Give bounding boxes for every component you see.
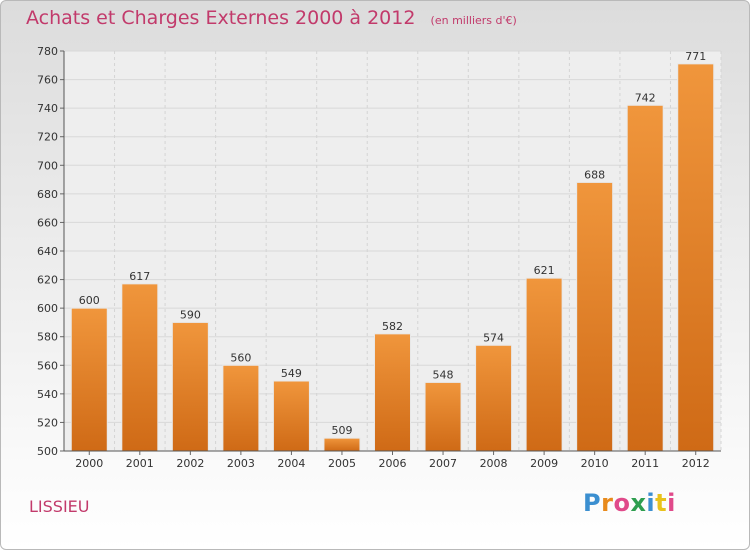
chart-unit: (en milliers d'€) <box>430 14 517 27</box>
logo-letter: o <box>613 489 631 517</box>
logo-letter: t <box>655 489 668 517</box>
y-tick-label: 760 <box>37 74 58 87</box>
y-tick-label: 700 <box>37 159 58 172</box>
y-tick-label: 680 <box>37 188 58 201</box>
y-tick-label: 720 <box>37 131 58 144</box>
axes: 500 520 540 560 580 600 620 640 660 680 700 720 740 7… <box>37 45 721 470</box>
value-label: 509 <box>331 424 352 437</box>
x-tick-label: 2011 <box>631 457 659 470</box>
x-tick-label: 2005 <box>328 457 356 470</box>
bar-2001 <box>121 283 159 452</box>
bar-2002 <box>171 321 209 452</box>
value-label: 621 <box>534 264 555 277</box>
logo-letter: x <box>630 489 647 517</box>
bar-2010 <box>576 181 614 452</box>
y-tick-label: 500 <box>37 445 58 458</box>
bar-2008 <box>475 344 513 452</box>
logo-letter: r <box>601 489 614 517</box>
value-label: 617 <box>129 270 150 283</box>
bar-2011 <box>626 104 664 452</box>
value-label: 560 <box>230 351 251 364</box>
logo-letter: i <box>646 489 656 517</box>
proxiti-logo: Proxiti <box>583 489 676 517</box>
value-label: 771 <box>685 50 706 63</box>
bar-2003 <box>222 364 260 452</box>
y-tick-label: 640 <box>37 245 58 258</box>
y-tick-label: 780 <box>37 45 58 58</box>
bar-2004 <box>272 380 310 452</box>
value-label: 688 <box>584 168 605 181</box>
x-tick-label: 2001 <box>126 457 154 470</box>
bar-2012 <box>677 63 715 452</box>
value-label: 600 <box>79 294 100 307</box>
x-tick-label: 2008 <box>480 457 508 470</box>
value-label: 548 <box>433 368 454 381</box>
x-tick-label: 2000 <box>75 457 103 470</box>
y-tick-label: 540 <box>37 388 58 401</box>
x-tick-label: 2012 <box>682 457 710 470</box>
value-label: 574 <box>483 331 504 344</box>
y-tick-label: 600 <box>37 302 58 315</box>
x-tick-label: 2003 <box>227 457 255 470</box>
value-label: 590 <box>180 308 201 321</box>
bar-2009 <box>525 277 563 452</box>
value-label: 742 <box>635 91 656 104</box>
y-tick-label: 620 <box>37 274 58 287</box>
y-tick-label: 660 <box>37 216 58 229</box>
x-tick-label: 2004 <box>277 457 305 470</box>
commune-name: LISSIEU <box>29 497 90 516</box>
y-tick-label: 580 <box>37 331 58 344</box>
y-tick-label: 560 <box>37 359 58 372</box>
y-tick-label: 520 <box>37 416 58 429</box>
value-label: 549 <box>281 367 302 380</box>
bar-2005 <box>323 437 361 452</box>
value-label: 582 <box>382 320 403 333</box>
bars: 600 617 590 560 549 509 582 548 574 621 688 742 771 <box>70 50 715 452</box>
bar-2000 <box>70 307 108 452</box>
x-tick-label: 2010 <box>581 457 609 470</box>
bar-2006 <box>374 333 411 452</box>
bar-2007 <box>424 381 462 452</box>
logo-letter: i <box>667 489 676 517</box>
x-tick-label: 2002 <box>176 457 204 470</box>
x-tick-label: 2007 <box>429 457 457 470</box>
logo-letter: P <box>583 489 602 517</box>
chart-title: Achats et Charges Externes 2000 à 2012 <box>26 7 416 29</box>
x-tick-label: 2009 <box>530 457 558 470</box>
x-tick-label: 2006 <box>379 457 407 470</box>
y-tick-label: 740 <box>37 102 58 115</box>
title-row: Achats et Charges Externes 2000 à 2012 (… <box>26 7 517 29</box>
